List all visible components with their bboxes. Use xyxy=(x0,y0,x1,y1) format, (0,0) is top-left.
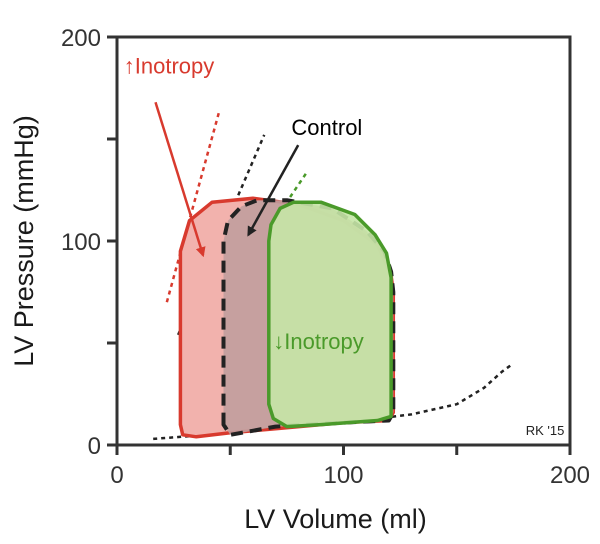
edpvr-curve xyxy=(153,362,515,441)
annotation-control: Control xyxy=(291,115,362,140)
x-tick-label: 100 xyxy=(323,462,363,489)
x-tick-label: 200 xyxy=(550,462,590,489)
y-tick-label: 100 xyxy=(61,229,101,256)
x-axis-label: LV Volume (ml) xyxy=(244,504,427,534)
y-axis-label: LV Pressure (mmHg) xyxy=(9,115,39,367)
y-tick-label: 0 xyxy=(88,433,101,460)
x-tick-label: 0 xyxy=(110,462,123,489)
pv-loop-decreased-inotropy xyxy=(267,200,393,429)
annotation-arrow-control xyxy=(247,144,300,237)
annotation-increased-inotropy: ↑Inotropy xyxy=(124,54,215,79)
credit-label: RK '15 xyxy=(526,423,565,438)
annotation-arrow-increased-inotropy xyxy=(154,101,206,258)
espvr-line-increased-inotropy xyxy=(165,112,221,303)
y-tick-label: 200 xyxy=(61,25,101,52)
annotation-decreased-inotropy: ↓Inotropy xyxy=(273,329,364,354)
